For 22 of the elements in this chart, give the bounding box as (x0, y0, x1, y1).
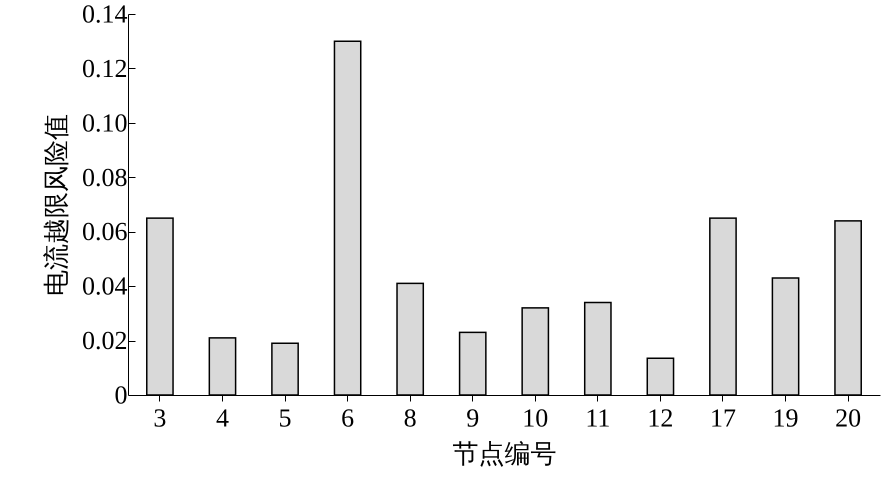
y-tick-label: 0 (114, 380, 128, 410)
y-tick-label: 0.02 (82, 326, 128, 356)
y-axis-title: 电流越限风险值 (42, 114, 71, 296)
x-tick-label: 4 (216, 404, 229, 432)
x-tick-label: 9 (466, 404, 480, 432)
x-tick-label: 12 (647, 404, 674, 432)
y-tick-label: 0.14 (82, 0, 128, 28)
x-tick-label: 10 (522, 404, 548, 432)
x-tick-label: 17 (710, 404, 736, 432)
x-tick-label: 11 (585, 404, 610, 432)
y-tick-label: 0.04 (82, 272, 128, 301)
y-tick-label: 0.10 (82, 108, 128, 138)
y-tick-label: 0.08 (82, 162, 128, 192)
x-tick-label: 8 (404, 404, 417, 432)
x-tick-label: 20 (835, 404, 862, 432)
x-tick-label: 3 (153, 404, 166, 432)
x-axis-title: 节点编号 (452, 440, 556, 468)
x-tick-label: 5 (278, 404, 292, 432)
y-tick-label: 0.06 (82, 217, 128, 246)
x-tick-label: 6 (341, 404, 354, 432)
x-tick-label: 19 (772, 404, 799, 432)
y-tick-label: 0.12 (82, 54, 128, 83)
